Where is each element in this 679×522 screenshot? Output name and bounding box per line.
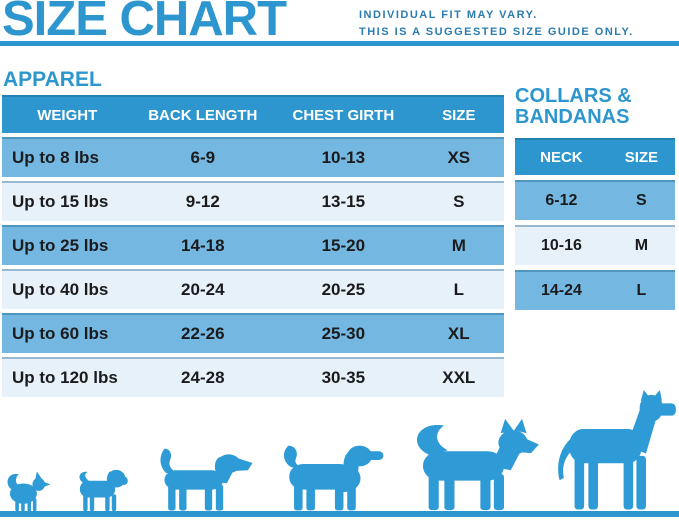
collars-size-table: NECK SIZE 6-12 S 10-16 M 14-24 L [515, 138, 675, 315]
col-header-chest-girth: CHEST GIRTH [292, 106, 395, 124]
back-length-cell: 24-28 [181, 368, 225, 387]
size-cell: L [453, 280, 464, 299]
apparel-size-table: WEIGHT BACK LENGTH CHEST GIRTH SIZE Up t… [2, 95, 504, 401]
back-length-cell: 6-9 [190, 148, 216, 167]
col-header-size: SIZE [624, 149, 659, 166]
size-cell: S [636, 192, 647, 209]
weight-cell: Up to 60 lbs [12, 324, 109, 343]
back-length-cell: 20-24 [181, 280, 225, 299]
table-row: Up to 40 lbs 20-24 20-25 L [2, 269, 504, 309]
size-cell: M [451, 236, 466, 255]
ground-baseline [0, 511, 679, 517]
table-row: 10-16 M [515, 225, 675, 265]
size-cell: S [453, 192, 465, 211]
chest-girth-cell: 10-13 [321, 148, 366, 167]
col-header-size: SIZE [442, 106, 476, 124]
table-row: 6-12 S [515, 180, 675, 220]
weight-cell: Up to 25 lbs [12, 236, 109, 255]
back-length-cell: 22-26 [181, 324, 225, 343]
husky-dog-silhouette-icon [405, 417, 540, 512]
table-row: Up to 15 lbs 9-12 13-15 S [2, 181, 504, 221]
table-row: Up to 25 lbs 14-18 15-20 M [2, 225, 504, 265]
disclaimer-line-2: THIS IS A SUGGESTED SIZE GUIDE ONLY. [359, 26, 634, 38]
col-header-weight: WEIGHT [37, 106, 98, 124]
back-length-cell: 14-18 [181, 236, 225, 255]
table-row: Up to 8 lbs 6-9 10-13 XS [2, 137, 504, 177]
apparel-table-header: WEIGHT BACK LENGTH CHEST GIRTH SIZE [2, 95, 504, 133]
chest-girth-cell: 15-20 [321, 236, 366, 255]
title-underline [0, 41, 679, 46]
size-cell: XXL [442, 368, 476, 387]
table-row: Up to 60 lbs 22-26 25-30 XL [2, 313, 504, 353]
neck-cell: 14-24 [540, 282, 582, 299]
table-row: 14-24 L [515, 270, 675, 310]
col-header-back-length: BACK LENGTH [148, 106, 258, 124]
collars-table-header: NECK SIZE [515, 138, 675, 175]
col-header-neck: NECK [540, 149, 583, 166]
neck-cell: 10-16 [540, 237, 582, 254]
pug-dog-silhouette-icon [70, 460, 136, 512]
size-cell: XS [447, 148, 471, 167]
pomeranian-dog-silhouette-icon [0, 466, 54, 512]
weight-cell: Up to 15 lbs [12, 192, 109, 211]
size-cell: M [634, 237, 649, 254]
neck-cell: 6-12 [545, 192, 578, 209]
collars-label-line-1: COLLARS & [515, 85, 632, 107]
weight-cell: Up to 8 lbs [12, 148, 99, 167]
weight-cell: Up to 120 lbs [12, 368, 118, 387]
back-length-cell: 9-12 [185, 192, 220, 211]
size-cell: XL [447, 324, 470, 343]
table-row: Up to 120 lbs 24-28 30-35 XXL [2, 357, 504, 397]
collars-section-label: COLLARS & BANDANAS [515, 86, 632, 128]
page-title: SIZE CHART [2, 0, 287, 46]
beagle-dog-silhouette-icon [148, 440, 258, 512]
disclaimer-text: INDIVIDUAL FIT MAY VARY. THIS IS A SUGGE… [359, 7, 634, 41]
collars-label-line-2: BANDANAS [515, 106, 630, 128]
disclaimer-line-1: INDIVIDUAL FIT MAY VARY. [359, 9, 538, 21]
chest-girth-cell: 25-30 [321, 324, 366, 343]
great-dane-dog-silhouette-icon [550, 390, 678, 512]
weight-cell: Up to 40 lbs [12, 280, 109, 299]
size-cell: L [636, 282, 647, 299]
cocker-spaniel-dog-silhouette-icon [276, 432, 390, 512]
chest-girth-cell: 30-35 [321, 368, 366, 387]
chest-girth-cell: 20-25 [321, 280, 366, 299]
chest-girth-cell: 13-15 [321, 192, 366, 211]
apparel-section-label: APPAREL [3, 68, 102, 91]
